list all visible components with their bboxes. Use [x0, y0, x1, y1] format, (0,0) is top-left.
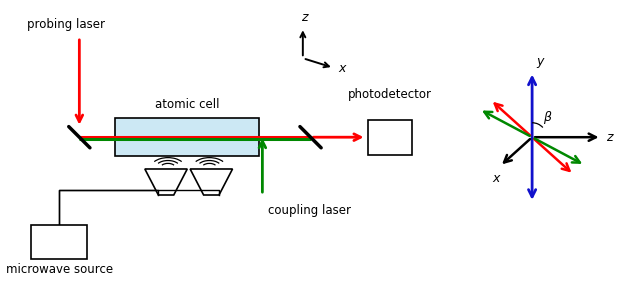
- Text: z: z: [606, 131, 612, 144]
- Text: x: x: [339, 62, 346, 75]
- Text: x: x: [492, 172, 500, 185]
- Text: coupling laser: coupling laser: [268, 204, 351, 217]
- Text: y: y: [536, 55, 543, 68]
- Text: probing laser: probing laser: [28, 18, 106, 31]
- Text: z: z: [301, 11, 307, 24]
- Bar: [115, 118, 259, 156]
- Text: microwave source: microwave source: [6, 263, 113, 276]
- Bar: [31, 225, 87, 258]
- Text: β: β: [543, 111, 550, 125]
- Text: photodetector: photodetector: [348, 87, 432, 101]
- Text: atomic cell: atomic cell: [155, 98, 220, 111]
- Bar: [369, 120, 412, 154]
